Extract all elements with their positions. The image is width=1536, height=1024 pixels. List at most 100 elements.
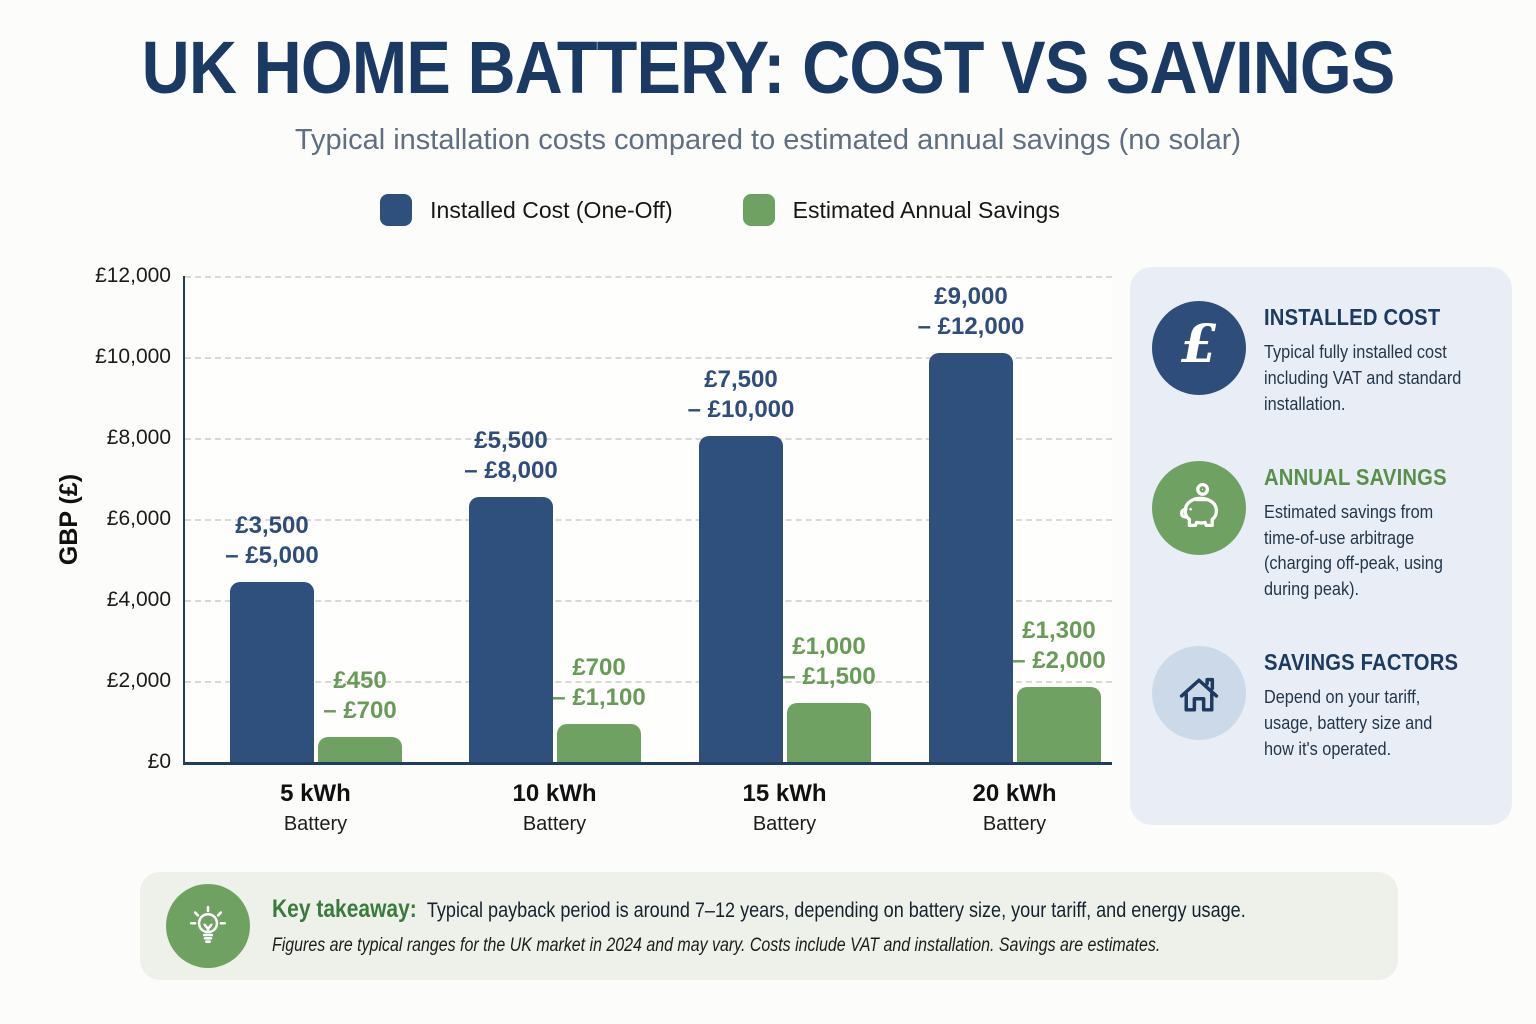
key-takeaway-text: Key takeaway: Typical payback period is a…: [272, 895, 1246, 957]
gridline-2000: [185, 681, 1112, 683]
cost-range-label: £7,500 – £10,000: [688, 365, 795, 424]
category-size: 20 kWh: [972, 780, 1057, 807]
cost-range-high: – £10,000: [687, 395, 795, 423]
bar-group-10kwh: £5,500 – £8,000 £700 – £1,100 10 kWh Bat…: [464, 426, 646, 835]
takeaway-body: Typical payback period is around 7–12 ye…: [426, 898, 1246, 922]
card-heading: ANNUAL SAVINGS: [1264, 463, 1447, 490]
bar-installed-cost-15kwh: [699, 436, 783, 762]
takeaway-line: Key takeaway: Typical payback period is a…: [272, 895, 1246, 924]
savings-range-low: £1,300: [1022, 617, 1096, 645]
key-takeaway-panel: Key takeaway: Typical payback period is a…: [140, 872, 1398, 980]
y-tick-4000: £4,000: [106, 588, 171, 611]
cost-column: £3,500 – £5,000: [225, 511, 319, 762]
savings-range-label: £700 – £1,100: [552, 653, 645, 712]
bar-group-5kwh: £3,500 – £5,000 £450 – £700 5 kWh Batter…: [225, 511, 402, 835]
savings-range-high: – £2,000: [1012, 646, 1106, 674]
lightbulb-icon-circle: [166, 884, 250, 968]
gridline-12000: [185, 276, 1112, 278]
bar-annual-savings-10kwh: [557, 724, 641, 762]
cost-range-low: £3,500: [235, 512, 309, 540]
category-sub: Battery: [283, 813, 348, 835]
legend-item-annual-savings: Estimated Annual Savings: [742, 194, 1060, 226]
savings-column: £1,300 – £2,000: [1012, 616, 1106, 762]
cost-range-low: £9,000: [934, 283, 1008, 311]
category-sub: Battery: [982, 813, 1047, 835]
house-icon: [1179, 678, 1219, 712]
savings-range-label: £1,000 – £1,500: [782, 632, 875, 691]
category-label-5kwh: 5 kWh Battery: [206, 780, 426, 836]
cost-range-low: £7,500: [704, 366, 778, 394]
info-panel: £ INSTALLED COST Typical fully installed…: [1130, 267, 1512, 825]
info-card-annual-savings: ANNUAL SAVINGS Estimated savings from ti…: [1152, 460, 1490, 603]
y-axis-title-wrap: GBP (£): [55, 276, 85, 762]
card-text: SAVINGS FACTORS Depend on your tariff, u…: [1264, 646, 1463, 762]
savings-column: £1,000 – £1,500: [782, 632, 876, 762]
legend-swatch-annual-savings: [742, 194, 775, 226]
cost-range-high: – £8,000: [464, 456, 558, 484]
pound-sign-icon: £: [1180, 314, 1218, 375]
card-heading: INSTALLED COST: [1264, 304, 1441, 330]
y-tick-0: £0: [147, 750, 171, 773]
category-size: 15 kWh: [742, 780, 827, 807]
savings-range-label: £1,300 – £2,000: [1012, 616, 1105, 675]
bar-annual-savings-5kwh: [318, 737, 402, 762]
bar-annual-savings-15kwh: [787, 703, 871, 762]
card-text: ANNUAL SAVINGS Estimated savings from ti…: [1264, 461, 1463, 603]
savings-range-high: – £1,100: [552, 683, 646, 711]
page-title: UK HOME BATTERY: COST VS SAVINGS: [141, 26, 1396, 109]
savings-range-low: £450: [333, 667, 387, 695]
takeaway-heading: Key takeaway:: [272, 895, 417, 923]
category-label-20kwh: 20 kWh Battery: [905, 780, 1125, 836]
savings-range-high: – £700: [323, 696, 397, 724]
footnote: Figures are typical ranges for the UK ma…: [272, 935, 1161, 956]
bar-chart-plot-area: GBP (£) £12,000 £10,000 £8,000 £6,000 £4…: [56, 264, 1112, 835]
y-tick-8000: £8,000: [106, 426, 171, 449]
category-label-10kwh: 10 kWh Battery: [445, 780, 665, 836]
y-tick-6000: £6,000: [106, 507, 171, 530]
category-size: 10 kWh: [512, 780, 597, 807]
bar-annual-savings-20kwh: [1017, 687, 1101, 762]
bar-installed-cost-20kwh: [929, 353, 1013, 762]
legend-label-annual-savings: Estimated Annual Savings: [792, 196, 1060, 223]
gridline-8000: [185, 438, 1112, 440]
savings-range-high: – £1,500: [782, 662, 876, 690]
savings-column: £450 – £700: [318, 666, 402, 762]
bar-group-15kwh: £7,500 – £10,000 £1,000 – £1,500 15 kWh …: [688, 365, 876, 835]
y-axis-title: GBP (£): [55, 473, 84, 565]
card-body: Typical fully installed cost including V…: [1264, 341, 1462, 414]
card-heading: SAVINGS FACTORS: [1264, 649, 1459, 676]
piggy-bank-icon: [1179, 482, 1219, 527]
info-card-savings-factors: SAVINGS FACTORS Depend on your tariff, u…: [1152, 646, 1490, 762]
savings-range-low: £700: [572, 654, 626, 682]
pound-icon-circle: £: [1152, 301, 1246, 395]
cost-range-label: £3,500 – £5,000: [225, 511, 318, 570]
card-text: INSTALLED COST Typical fully installed c…: [1264, 301, 1463, 417]
legend-item-installed-cost: Installed Cost (One-Off): [380, 194, 673, 226]
card-body: Depend on your tariff, usage, battery si…: [1264, 686, 1433, 760]
bar-group-20kwh: £9,000 – £12,000 £1,300 – £2,000 20 kWh …: [918, 282, 1106, 835]
category-sub: Battery: [522, 813, 587, 835]
cost-range-label: £5,500 – £8,000: [464, 426, 557, 485]
chart-legend: Installed Cost (One-Off) Estimated Annua…: [0, 194, 1440, 226]
savings-column: £700 – £1,100: [552, 653, 646, 762]
category-sub: Battery: [752, 813, 817, 835]
y-tick-2000: £2,000: [106, 669, 171, 692]
cost-range-low: £5,500: [474, 427, 548, 455]
cost-range-high: – £5,000: [225, 541, 319, 569]
page-subtitle: Typical installation costs compared to e…: [294, 124, 1242, 156]
house-icon-circle: [1152, 646, 1246, 741]
gridline-10000: [185, 357, 1112, 359]
cost-column: £7,500 – £10,000: [688, 365, 794, 762]
info-card-installed-cost: £ INSTALLED COST Typical fully installed…: [1152, 301, 1490, 417]
y-tick-12000: £12,000: [95, 264, 171, 287]
savings-range-low: £1,000: [792, 633, 866, 661]
bar-installed-cost-10kwh: [469, 497, 553, 762]
category-size: 5 kWh: [280, 780, 351, 807]
card-body: Estimated savings from time-of-use arbit…: [1264, 500, 1443, 600]
y-tick-10000: £10,000: [95, 345, 171, 368]
cost-column: £5,500 – £8,000: [464, 426, 558, 762]
lightbulb-icon: [189, 905, 227, 943]
cost-range-label: £9,000 – £12,000: [918, 282, 1025, 341]
bar-installed-cost-5kwh: [230, 582, 314, 762]
